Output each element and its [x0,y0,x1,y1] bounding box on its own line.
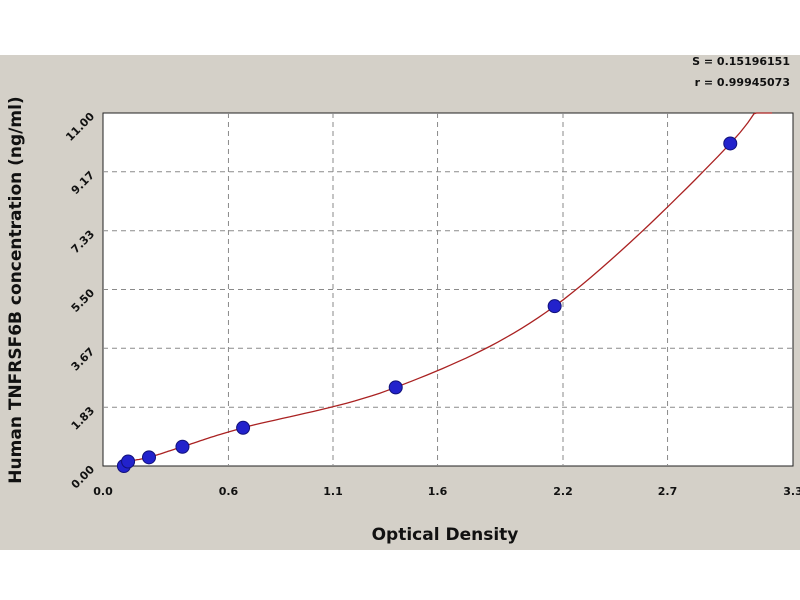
data-point [547,299,562,314]
data-point [142,450,156,465]
x-axis-label: Optical Density [372,525,519,545]
y-tick-label: 7.33 [69,228,97,256]
x-tick-label: 1.6 [428,485,448,498]
grid [103,113,793,466]
x-tick-label: 2.2 [553,485,573,498]
x-tick-label: 2.7 [658,485,678,498]
x-tick-label: 1.1 [323,485,343,498]
y-axis-label: Human TNFRSF6B concentration (ng/ml) [6,96,26,483]
data-points [116,136,738,473]
data-point [121,454,136,469]
x-tick-label: 3.3 [783,485,800,498]
data-point [175,439,190,454]
data-point [723,136,738,151]
chart-canvas: 0.0 0.6 1.1 1.6 2.2 2.7 3.3 0.00 1.83 3.67 5.50 7.… [0,55,800,550]
y-tick-label: 11.00 [63,110,97,144]
chart-svg: 0.0 0.6 1.1 1.6 2.2 2.7 3.3 0.001.833.675.507.… [6,55,800,545]
x-tick-labels: 0.0 0.6 1.1 1.6 2.2 2.7 3.3 [93,485,800,498]
x-tick-label: 0.0 [93,485,113,498]
y-tick-label: 5.50 [69,286,98,315]
y-tick-label: 9.17 [69,169,97,197]
stat-r: r = 0.99945073 [695,76,790,89]
y-tick-label: 1.83 [69,404,97,432]
data-point [388,380,403,395]
y-tick-label: 3.67 [69,345,97,373]
stat-s: S = 0.15196151 [692,55,790,68]
data-point [236,420,251,435]
x-tick-label: 0.6 [219,485,239,498]
